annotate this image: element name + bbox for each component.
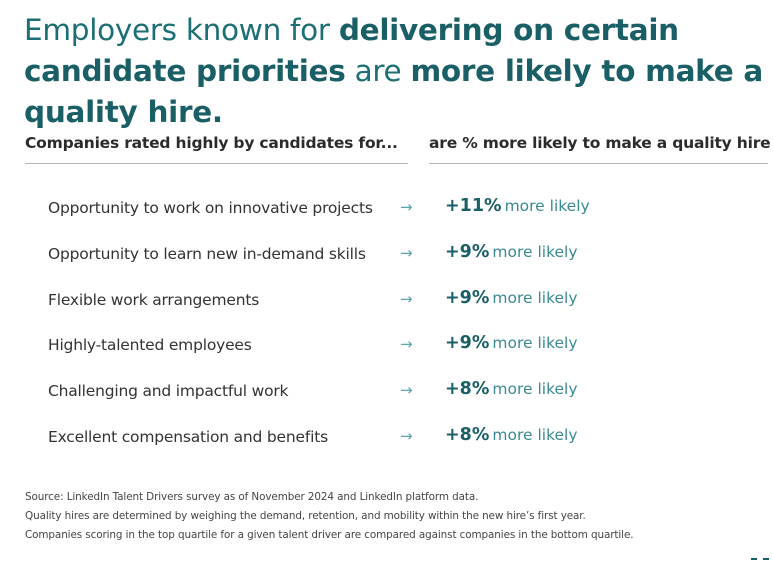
- likelihood-suffix: more likely: [492, 425, 578, 444]
- priority-list: Opportunity to work on innovative projec…: [0, 187, 773, 462]
- likelihood-value: +9% more likely: [445, 242, 578, 262]
- likelihood-value: +8% more likely: [445, 425, 578, 445]
- arrow-right-icon: →: [400, 198, 413, 216]
- likelihood-percent: +9%: [445, 287, 490, 308]
- brand-mark-icon: [751, 558, 769, 561]
- table-row: Excellent compensation and benefits → +8…: [0, 416, 773, 462]
- likelihood-suffix: more likely: [492, 242, 578, 261]
- table-row: Challenging and impactful work → +8% more…: [0, 370, 773, 416]
- source-note: Source: LinkedIn Talent Drivers survey a…: [25, 491, 479, 503]
- left-header-divider: [25, 163, 408, 164]
- likelihood-percent: +9%: [445, 333, 490, 354]
- priority-label: Opportunity to learn new in-demand skill…: [48, 244, 366, 263]
- priority-label: Opportunity to work on innovative projec…: [48, 199, 373, 217]
- arrow-right-icon: →: [400, 243, 413, 262]
- headline: Employers known for delivering on certai…: [24, 10, 764, 133]
- arrow-right-icon: →: [400, 289, 413, 308]
- footnotes: Source: LinkedIn Talent Drivers survey a…: [25, 488, 765, 545]
- likelihood-value: +8% more likely: [445, 379, 578, 399]
- likelihood-suffix: more likely: [504, 197, 590, 215]
- likelihood-percent: +8%: [445, 379, 490, 400]
- arrow-right-icon: →: [400, 426, 413, 445]
- likelihood-percent: +11%: [445, 196, 502, 216]
- table-row: Flexible work arrangements → +9% more lik…: [0, 279, 773, 325]
- priority-label: Flexible work arrangements: [48, 290, 260, 309]
- arrow-right-icon: →: [400, 381, 413, 400]
- priority-label: Excellent compensation and benefits: [48, 427, 328, 446]
- likelihood-suffix: more likely: [492, 288, 578, 307]
- methodology-note: Quality hires are determined by weighing…: [25, 510, 586, 522]
- left-column-header: Companies rated highly by candidates for…: [25, 134, 398, 152]
- likelihood-suffix: more likely: [492, 380, 578, 399]
- table-row: Opportunity to learn new in-demand skill…: [0, 233, 773, 279]
- right-column-header: are % more likely to make a quality hire: [429, 134, 771, 152]
- likelihood-percent: +9%: [445, 241, 490, 262]
- likelihood-percent: +8%: [445, 424, 490, 445]
- likelihood-value: +9% more likely: [445, 288, 578, 308]
- table-row: Opportunity to work on innovative projec…: [0, 187, 773, 233]
- table-row: Highly-talented employees → +9% more like…: [0, 324, 773, 370]
- right-header-divider: [429, 163, 768, 164]
- headline-part-1: Employers known for: [24, 13, 339, 47]
- headline-emphasis-1: delivering on certain candidate prioriti…: [24, 13, 679, 88]
- likelihood-value: +11% more likely: [445, 196, 590, 216]
- headline-emphasis-2: more likely to make a quality hire.: [24, 54, 763, 129]
- likelihood-value: +9% more likely: [445, 333, 578, 353]
- comparison-note: Companies scoring in the top quartile fo…: [25, 529, 634, 541]
- likelihood-suffix: more likely: [492, 334, 578, 353]
- arrow-right-icon: →: [400, 335, 413, 354]
- priority-label: Challenging and impactful work: [48, 382, 289, 401]
- priority-label: Highly-talented employees: [48, 336, 252, 355]
- headline-part-3: are: [345, 54, 411, 88]
